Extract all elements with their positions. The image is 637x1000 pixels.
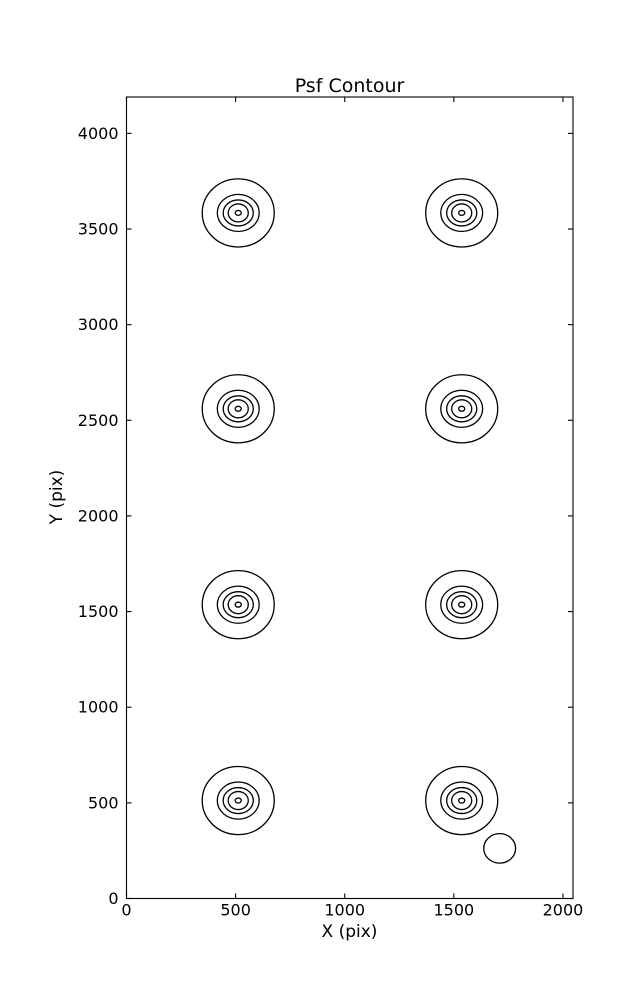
psf-contour-ring (440, 193, 484, 233)
psf-contour-ring (222, 199, 254, 227)
x-tick-label: 1500 (433, 901, 474, 920)
y-tick-label: 3500 (78, 219, 119, 238)
psf-contour-ring (227, 203, 249, 223)
psf-contour-ring (216, 389, 260, 429)
psf-contour-ring (234, 209, 242, 217)
psf-contour-ring (234, 405, 242, 412)
psf-contour-ring (222, 786, 254, 815)
psf-contour-ring (425, 178, 499, 248)
x-tick-label: 500 (220, 901, 251, 920)
psf-contour-ring (445, 199, 478, 227)
psf-contour-ring (234, 601, 242, 608)
psf-contour-ring (222, 591, 254, 619)
psf-contour-ring (440, 585, 484, 624)
psf-contour-ring (216, 781, 260, 820)
psf-contour-ring (227, 399, 249, 419)
psf-contour-ring (425, 569, 499, 640)
y-axis-label: Y (pix) (47, 469, 67, 525)
psf-contour-ring (445, 786, 478, 815)
psf-contour-ring (457, 797, 466, 804)
psf-contour-ring (440, 389, 484, 429)
psf-contour-ring (451, 399, 473, 419)
psf-contour-ring (234, 797, 242, 804)
psf-contour-ring (425, 374, 499, 444)
psf-contour-ring (451, 595, 473, 615)
psf-contour-ring (451, 203, 473, 223)
chart-title: Psf Contour (294, 75, 405, 97)
psf-contour-ring (451, 790, 473, 811)
y-tick-label: 4000 (78, 124, 119, 143)
psf-contour-ring (445, 395, 478, 423)
extra-contour-ring (483, 833, 517, 864)
x-tick-label: 2000 (543, 901, 584, 920)
psf-contour-ring (222, 395, 254, 423)
psf-contour-ring (216, 585, 260, 624)
psf-contour-ring (457, 405, 466, 412)
plot-border (125, 96, 574, 900)
psf-contour-ring (201, 569, 275, 640)
y-tick-label: 3000 (78, 315, 119, 334)
psf-contour-ring (201, 765, 275, 836)
y-tick-label: 2500 (78, 411, 119, 430)
y-tick-label: 1000 (78, 698, 119, 717)
psf-contour-ring (216, 193, 260, 233)
psf-contour-ring (227, 595, 249, 615)
psf-contour-ring (201, 178, 275, 248)
y-tick-label: 2000 (78, 506, 119, 525)
psf-contour-ring (227, 790, 249, 811)
y-tick-label: 500 (88, 793, 119, 812)
psf-contour-ring (457, 209, 466, 217)
psf-contour-ring (445, 591, 478, 619)
psf-contour-ring (457, 601, 466, 608)
x-tick-label: 1000 (324, 901, 365, 920)
psf-contour-ring (440, 781, 484, 820)
y-tick-label: 0 (108, 889, 118, 908)
x-tick-label: 0 (121, 901, 131, 920)
x-axis-label: X (pix) (321, 922, 378, 942)
y-tick-label: 1500 (78, 602, 119, 621)
psf-contour-ring (201, 374, 275, 444)
psf-contour-ring (425, 765, 499, 836)
